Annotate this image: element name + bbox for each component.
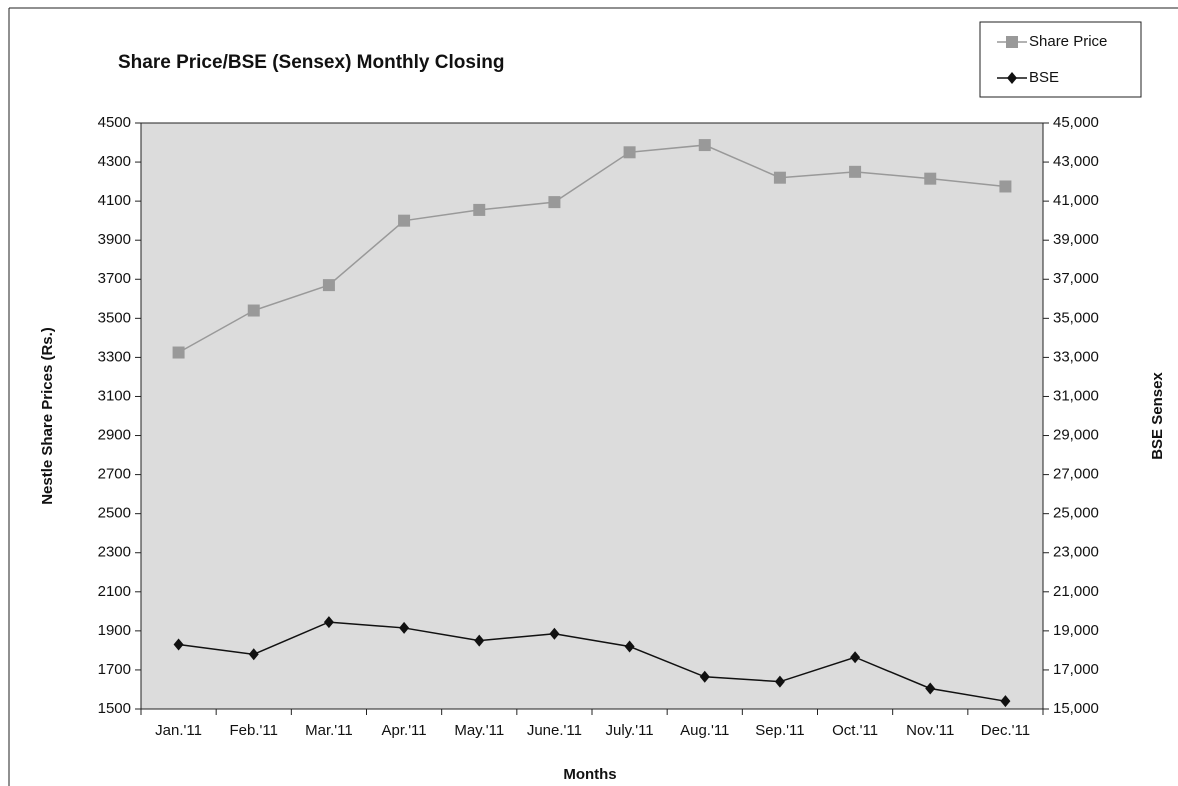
marker <box>850 651 861 664</box>
legend-label: BSE <box>1029 69 1059 86</box>
marker <box>474 634 485 647</box>
y2-tick-label: 45,000 <box>1053 114 1099 131</box>
x-tick-label: Aug.'11 <box>680 722 729 739</box>
y-tick-label: 2700 <box>98 466 131 483</box>
marker <box>623 146 636 159</box>
marker <box>548 196 561 209</box>
y2-tick-label: 15,000 <box>1053 700 1099 717</box>
y-tick-label: 4100 <box>98 192 131 209</box>
marker <box>172 346 185 359</box>
y2-tick-label: 35,000 <box>1053 309 1099 326</box>
marker <box>399 621 410 634</box>
y-tick-label: 3300 <box>98 348 131 365</box>
marker <box>323 616 334 629</box>
y2-axis-label: BSE Sensex <box>1149 372 1166 460</box>
y-tick-label: 2300 <box>98 544 131 561</box>
x-tick-label: July.'11 <box>605 722 653 739</box>
marker <box>1006 36 1018 48</box>
y2-tick-label: 23,000 <box>1053 544 1099 561</box>
x-tick-label: Apr.'11 <box>382 722 427 739</box>
marker <box>924 172 937 185</box>
y-tick-label: 1500 <box>98 700 131 717</box>
legend-label: Share Price <box>1029 33 1107 50</box>
legend-box <box>979 21 1142 98</box>
y-tick-label: 3500 <box>98 309 131 326</box>
x-tick-label: May.'11 <box>454 722 504 739</box>
y2-tick-label: 17,000 <box>1053 661 1099 678</box>
marker <box>398 214 411 227</box>
y-tick-label: 2900 <box>98 427 131 444</box>
marker <box>773 171 786 184</box>
x-tick-label: Sep.'11 <box>755 722 804 739</box>
marker <box>248 648 259 661</box>
y2-tick-label: 21,000 <box>1053 583 1099 600</box>
marker <box>698 139 711 152</box>
marker <box>999 180 1012 193</box>
marker <box>1000 695 1011 708</box>
y2-tick-label: 43,000 <box>1053 153 1099 170</box>
x-tick-label: Oct.'11 <box>832 722 878 739</box>
y-tick-label: 2100 <box>98 583 131 600</box>
y2-tick-label: 41,000 <box>1053 192 1099 209</box>
y2-tick-label: 29,000 <box>1053 427 1099 444</box>
y-tick-label: 2500 <box>98 505 131 522</box>
marker <box>849 165 862 178</box>
y-tick-label: 1700 <box>98 661 131 678</box>
y2-tick-label: 33,000 <box>1053 348 1099 365</box>
y2-tick-label: 25,000 <box>1053 505 1099 522</box>
marker <box>549 627 560 640</box>
marker <box>624 640 635 653</box>
y-tick-label: 1900 <box>98 622 131 639</box>
marker <box>925 682 936 695</box>
marker <box>774 675 785 688</box>
y-tick-label: 4300 <box>98 153 131 170</box>
x-tick-label: Mar.'11 <box>305 722 353 739</box>
x-axis-label: Months <box>563 766 616 783</box>
y2-tick-label: 39,000 <box>1053 231 1099 248</box>
y-tick-label: 4500 <box>98 114 131 131</box>
y2-tick-label: 31,000 <box>1053 387 1099 404</box>
chart-title: Share Price/BSE (Sensex) Monthly Closing <box>118 52 504 73</box>
marker <box>173 638 184 651</box>
y-tick-label: 3700 <box>98 270 131 287</box>
marker <box>473 203 486 216</box>
x-tick-label: Dec.'11 <box>981 722 1030 739</box>
y2-tick-label: 37,000 <box>1053 270 1099 287</box>
marker <box>699 670 710 683</box>
x-tick-label: Jan.'11 <box>155 722 202 739</box>
marker <box>247 304 260 317</box>
plot-area <box>140 122 1044 710</box>
x-tick-label: Feb.'11 <box>230 722 278 739</box>
y-tick-label: 3100 <box>98 387 131 404</box>
series-line <box>178 144 1006 354</box>
x-tick-label: Nov.'11 <box>906 722 954 739</box>
y2-tick-label: 19,000 <box>1053 622 1099 639</box>
marker <box>322 279 335 292</box>
y-axis-label: Nestle Share Prices (Rs.) <box>39 327 56 505</box>
y2-tick-label: 27,000 <box>1053 466 1099 483</box>
x-tick-label: June.'11 <box>527 722 582 739</box>
series-line <box>178 621 1006 702</box>
marker <box>1007 72 1017 84</box>
y-tick-label: 3900 <box>98 231 131 248</box>
